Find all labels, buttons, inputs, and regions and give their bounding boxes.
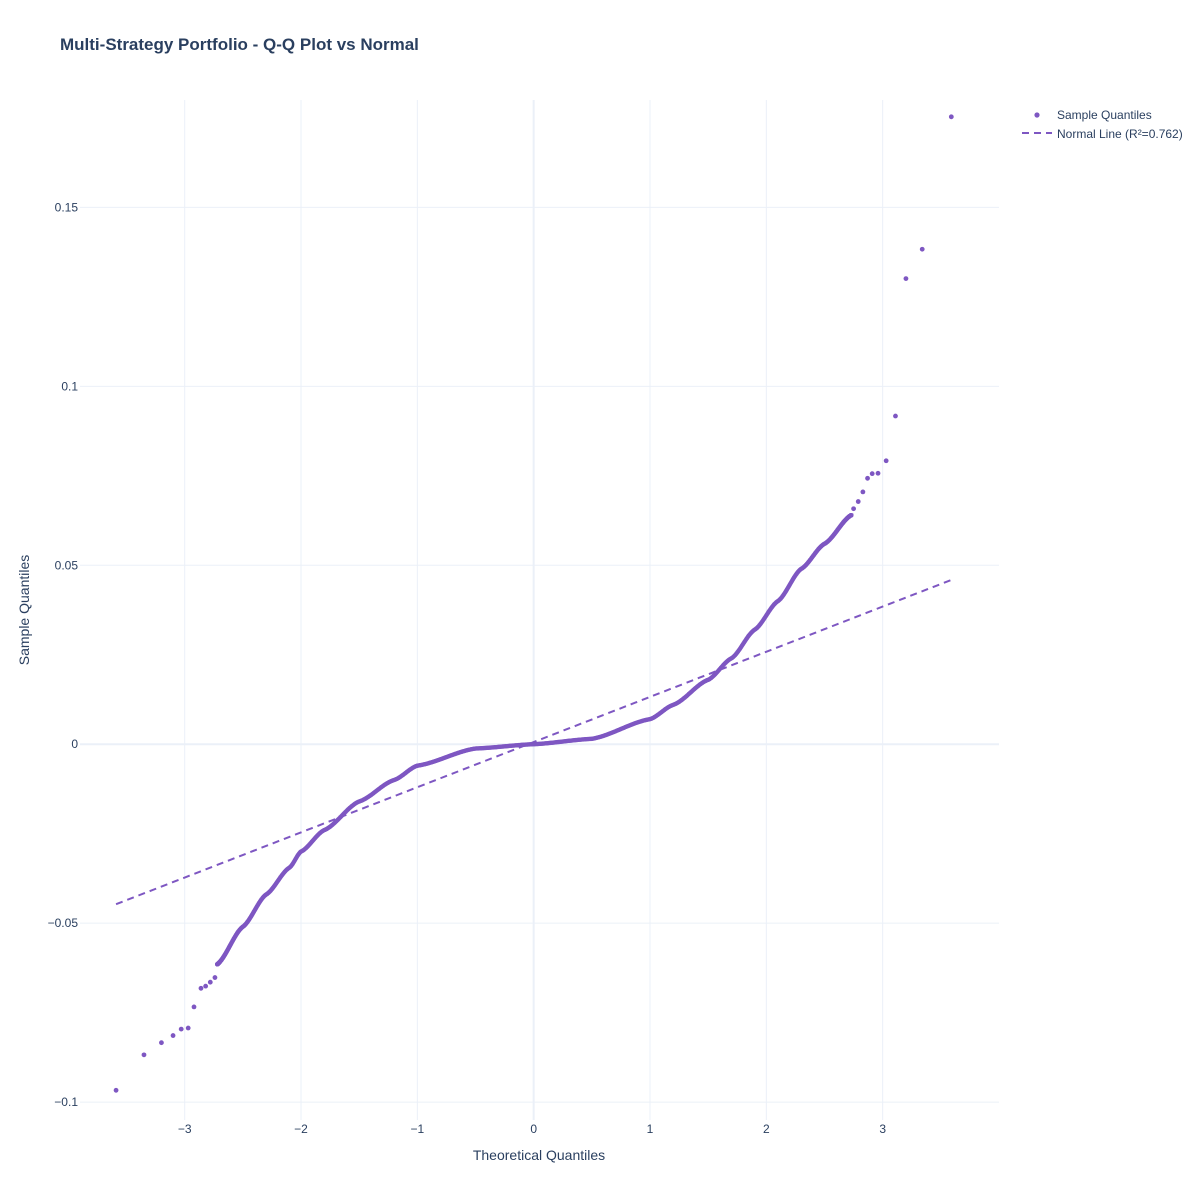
sample-points-layer	[113, 114, 954, 1093]
sample-point-outlier	[159, 1040, 164, 1046]
y-tick-label: 0.05	[55, 558, 79, 572]
y-tick-label: 0.1	[61, 379, 78, 393]
x-tick-label: 2	[763, 1122, 770, 1136]
sample-point-outlier	[113, 1087, 119, 1093]
legend-item-sample-quantiles[interactable]: Sample Quantiles	[1034, 108, 1152, 122]
y-tick-label: −0.05	[48, 916, 79, 930]
sample-point-outlier	[948, 114, 954, 120]
legend-item-normal-line[interactable]: Normal Line (R²=0.762)	[1022, 127, 1183, 141]
sample-point-outlier	[185, 1025, 191, 1031]
sample-point-outlier	[903, 276, 909, 281]
sample-point-outlier	[178, 1026, 184, 1032]
sample-point-outlier	[170, 1033, 176, 1038]
sample-point-outlier	[860, 489, 866, 495]
legend-label-sample-quantiles: Sample Quantiles	[1057, 108, 1152, 122]
sample-point-outlier	[212, 975, 218, 980]
sample-point-outlier	[883, 458, 889, 464]
sample-point-outlier	[893, 413, 898, 419]
sample-point-outlier	[203, 983, 209, 989]
sample-point-outlier	[851, 506, 856, 512]
y-tick-label: 0.15	[55, 200, 79, 214]
x-tick-label: 0	[530, 1122, 537, 1136]
sample-point	[849, 512, 854, 518]
x-tick-label: −3	[178, 1122, 192, 1136]
legend-label-normal-line: Normal Line (R²=0.762)	[1057, 127, 1183, 141]
sample-point-outlier	[198, 985, 204, 991]
y-tick-labels: −0.1 −0.05 0 0.05 0.1 0.15	[48, 200, 79, 1109]
x-tick-label: −1	[411, 1122, 425, 1136]
y-axis-title: Sample Quantiles	[16, 555, 32, 666]
sample-point-outlier	[141, 1052, 147, 1058]
sample-point-outlier	[919, 246, 925, 252]
x-tick-label: 1	[647, 1122, 654, 1136]
sample-point-outlier	[869, 471, 875, 477]
x-tick-labels: −3 −2 −1 0 1 2 3	[178, 1122, 886, 1136]
sample-point-outlier	[207, 979, 213, 985]
sample-point-outlier	[865, 475, 870, 481]
y-tick-label: −0.1	[54, 1095, 78, 1109]
sample-point-outlier	[855, 499, 861, 504]
sample-point-outlier	[191, 1004, 197, 1010]
y-tick-label: 0	[71, 737, 78, 751]
grid-lines	[80, 100, 999, 1120]
x-tick-label: −2	[294, 1122, 308, 1136]
x-tick-label: 3	[879, 1122, 886, 1136]
x-axis-title: Theoretical Quantiles	[473, 1147, 605, 1163]
sample-point-outlier	[875, 470, 881, 476]
chart-title: Multi-Strategy Portfolio - Q-Q Plot vs N…	[60, 35, 419, 54]
legend[interactable]: Sample Quantiles Normal Line (R²=0.762)	[1022, 108, 1183, 141]
legend-marker-icon	[1034, 112, 1040, 118]
